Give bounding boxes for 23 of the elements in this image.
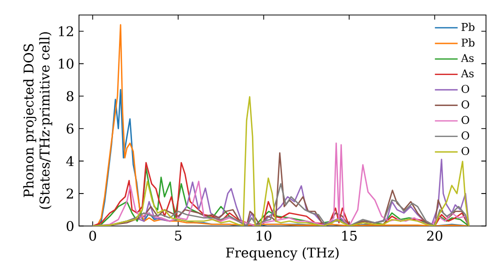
x-tick-label: 10: [256, 230, 272, 241]
legend-label: As: [460, 54, 474, 62]
legend-label: O: [462, 100, 470, 108]
legend-label: Pb: [462, 22, 474, 31]
x-tick-label: 15: [342, 230, 357, 241]
x-tick-label: 20: [427, 230, 442, 241]
legend-label: Pb: [462, 38, 474, 47]
y-tick-label: 10: [58, 58, 74, 69]
legend-label: O: [462, 84, 470, 93]
y-tick-label: 0: [66, 220, 74, 232]
x-tick-label: 5: [175, 230, 182, 241]
y-tick-label: 8: [66, 91, 74, 102]
y-tick-label: 2: [66, 188, 73, 198]
x-axis-title: Frequency (THz): [226, 247, 339, 260]
y-axis-title: Phonon projected DOS (States/THz·primitive cell): [23, 32, 52, 209]
y-tick-label: 12: [58, 26, 73, 36]
legend-label: O: [462, 116, 470, 124]
legend-label: As: [460, 69, 474, 78]
y-tick-label: 4: [66, 156, 74, 166]
legend-label: O: [462, 146, 470, 156]
x-tick-label: 0: [89, 230, 96, 241]
y-tick-label: 6: [66, 124, 74, 134]
legend-label: O: [462, 131, 470, 140]
